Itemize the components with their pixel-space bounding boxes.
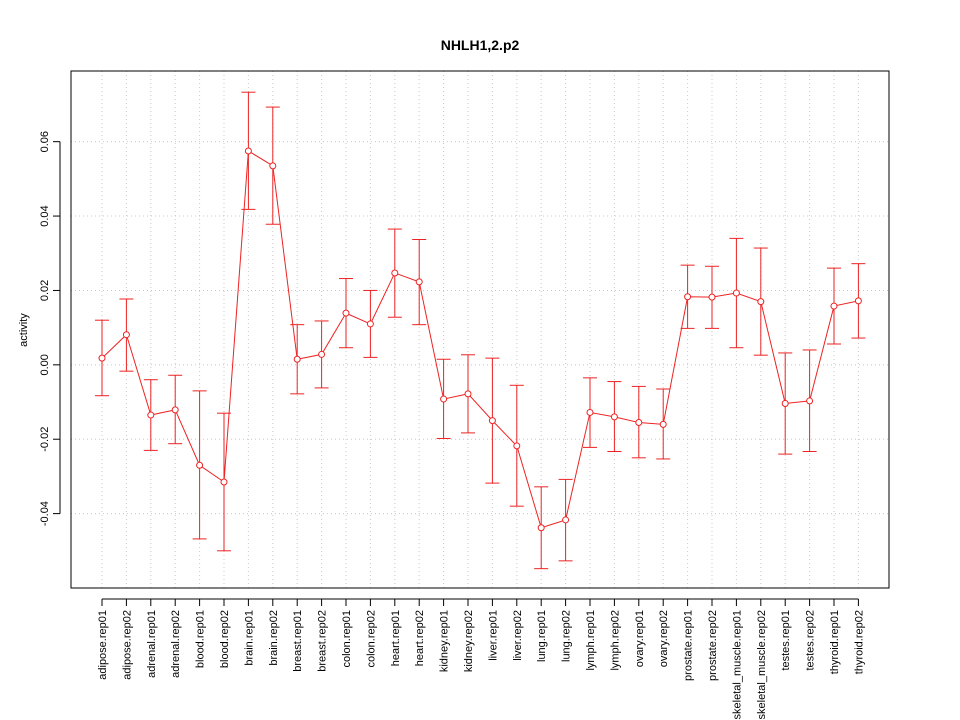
x-tick-label: heart.rep01: [390, 610, 402, 666]
data-points: [98, 147, 862, 532]
data-point: [220, 478, 228, 486]
data-point: [830, 302, 838, 310]
x-tick-label: colon.rep02: [365, 610, 377, 668]
x-tick-label: testes.rep02: [805, 610, 817, 671]
y-axis-label: activity: [18, 313, 30, 347]
data-point: [391, 269, 399, 277]
data-point: [440, 395, 448, 403]
data-point: [366, 320, 374, 328]
y-tick-label: 0.06: [39, 131, 51, 152]
data-point: [464, 390, 472, 398]
data-point: [635, 418, 643, 426]
x-tick-label: adrenal.rep01: [146, 610, 158, 678]
x-tick-label: testes.rep01: [780, 610, 792, 671]
x-tick-label: liver.rep01: [487, 610, 499, 661]
x-tick-label: breast.rep01: [292, 610, 304, 672]
x-tick-label: breast.rep02: [317, 610, 329, 672]
y-tick-label: -0.02: [39, 427, 51, 452]
data-point: [147, 411, 155, 419]
data-point: [806, 397, 814, 405]
data-point: [171, 406, 179, 414]
y-tick-label: 0.04: [39, 205, 51, 226]
x-tick-label: heart.rep02: [414, 610, 426, 666]
y-tick-label: -0.04: [39, 501, 51, 526]
x-tick-label: blood.rep01: [195, 610, 207, 668]
data-point: [537, 524, 545, 532]
series-polyline: [101, 150, 859, 529]
x-tick-label: adipose.rep01: [97, 610, 109, 680]
x-tick-label: kidney.rep02: [463, 610, 475, 672]
x-tick-label: lymph.rep01: [585, 610, 597, 671]
data-point: [757, 298, 765, 306]
x-tick-label: adrenal.rep02: [170, 610, 182, 678]
grid-lines: [71, 71, 889, 588]
data-point: [342, 309, 350, 317]
data-point: [122, 331, 130, 339]
data-point: [269, 162, 277, 170]
x-tick-label: kidney.rep01: [439, 610, 451, 672]
x-tick-label: lung.rep02: [561, 610, 573, 662]
data-point: [488, 417, 496, 425]
x-tick-label: ovary.rep02: [658, 610, 670, 667]
data-point: [244, 147, 252, 155]
data-point: [98, 354, 106, 362]
data-point: [586, 408, 594, 416]
x-tick-label: liver.rep02: [512, 610, 524, 661]
data-point: [684, 293, 692, 301]
x-tick-label: skeletal_muscle.rep01: [731, 610, 743, 719]
x-tick-label: brain.rep01: [243, 610, 255, 666]
x-tick-label: brain.rep02: [268, 610, 280, 666]
y-axis: -0.04 -0.02 0.00 0.02 0.04 0.06: [39, 131, 61, 526]
data-point: [513, 442, 521, 450]
x-tick-label: skeletal_muscle.rep02: [756, 610, 768, 719]
y-tick-label: 0.02: [39, 280, 51, 301]
x-axis: adipose.rep01 adipose.rep02 adrenal.rep01 a…: [97, 598, 865, 719]
x-tick-label: thyroid.rep02: [853, 610, 865, 674]
plot-frame: [70, 70, 890, 589]
data-point: [562, 516, 570, 524]
data-point: [659, 420, 667, 428]
data-point: [610, 413, 618, 421]
x-tick-label: lymph.rep02: [609, 610, 621, 671]
x-tick-label: colon.rep01: [341, 610, 353, 668]
series-line: [101, 150, 859, 529]
data-point: [854, 297, 862, 305]
x-tick-label: thyroid.rep01: [829, 610, 841, 674]
x-tick-label: ovary.rep01: [634, 610, 646, 667]
x-tick-label: prostate.rep01: [683, 610, 695, 681]
data-point: [196, 461, 204, 469]
x-tick-label: adipose.rep02: [121, 610, 133, 680]
x-tick-label: lung.rep01: [536, 610, 548, 662]
y-tick-label: 0.00: [39, 354, 51, 375]
error-bars: [95, 91, 866, 570]
x-tick-label: prostate.rep02: [707, 610, 719, 681]
chart-title: NHLH1,2.p2: [441, 37, 520, 53]
data-point: [415, 278, 423, 286]
data-point: [732, 289, 740, 297]
data-point: [318, 350, 326, 358]
data-point: [781, 400, 789, 408]
data-point: [708, 293, 716, 301]
x-tick-label: blood.rep02: [219, 610, 231, 668]
data-point: [293, 355, 301, 363]
